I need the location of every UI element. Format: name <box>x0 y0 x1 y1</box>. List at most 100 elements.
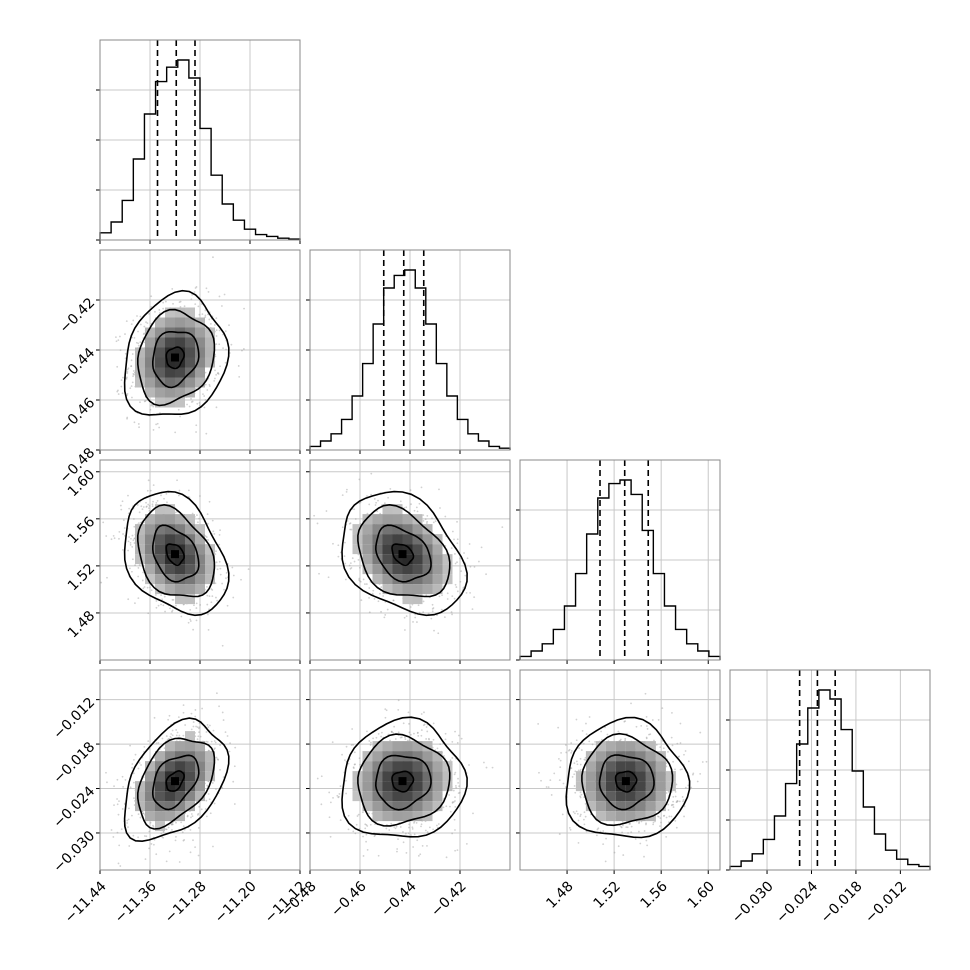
sample-point <box>167 738 170 740</box>
sample-point <box>208 798 211 801</box>
sample-point <box>432 738 435 741</box>
density-cell <box>392 741 403 752</box>
sample-point <box>178 734 181 737</box>
sample-point <box>208 385 211 388</box>
sample-point <box>201 707 204 710</box>
sample-point <box>443 616 446 618</box>
sample-point <box>171 829 173 831</box>
sample-point <box>187 489 190 492</box>
density-cell <box>165 504 175 515</box>
sample-point <box>316 522 319 525</box>
sample-point <box>205 740 208 743</box>
sample-point <box>394 738 397 740</box>
sample-point <box>460 737 463 740</box>
sample-point <box>194 387 197 390</box>
sample-point <box>149 821 152 824</box>
sample-point <box>209 323 212 325</box>
sample-point <box>120 508 123 511</box>
sample-point <box>399 736 402 739</box>
sample-point <box>491 766 494 769</box>
sample-point <box>160 603 162 606</box>
density-cell <box>185 574 195 585</box>
density-cell <box>432 574 443 585</box>
sample-point <box>207 313 209 316</box>
density-cell <box>362 544 373 555</box>
sample-point <box>155 594 157 596</box>
sample-point <box>408 722 410 725</box>
sample-point <box>420 729 423 731</box>
sample-point <box>213 740 216 742</box>
sample-point <box>186 403 188 406</box>
density-cell <box>175 554 185 565</box>
density-cell <box>145 514 155 525</box>
sample-point <box>126 392 129 395</box>
sample-point <box>364 823 367 826</box>
density-cell <box>195 377 205 388</box>
sample-point <box>196 402 199 405</box>
sample-point <box>137 423 140 425</box>
sample-point <box>302 824 304 826</box>
sample-point <box>189 620 192 622</box>
sample-point <box>413 732 415 735</box>
sample-point <box>212 729 215 732</box>
contour-line-0 <box>165 543 185 567</box>
sample-point <box>162 831 165 834</box>
sample-point <box>196 726 199 729</box>
sample-point <box>171 610 173 613</box>
sample-point <box>225 572 228 574</box>
density-cell <box>372 761 383 772</box>
sample-point <box>365 583 368 585</box>
sample-point <box>112 534 115 537</box>
sample-point <box>349 562 352 565</box>
sample-point <box>130 385 133 387</box>
histogram-panel-2 <box>516 459 721 664</box>
sample-point <box>420 713 423 715</box>
density-cell <box>175 514 185 525</box>
sample-point <box>171 598 174 601</box>
sample-point <box>347 814 350 817</box>
sample-point <box>222 347 224 349</box>
sample-point <box>131 558 134 561</box>
sample-point <box>360 599 363 602</box>
sample-point <box>207 793 210 795</box>
sample-point <box>221 644 224 647</box>
density-cell <box>155 367 165 378</box>
sample-point <box>192 628 195 631</box>
sample-point <box>362 855 365 857</box>
sample-point <box>444 732 447 735</box>
density-cell <box>392 504 403 515</box>
sample-point <box>132 518 135 520</box>
sample-point <box>177 494 180 497</box>
sample-point <box>190 813 193 815</box>
density-cell <box>402 534 413 545</box>
sample-point <box>425 726 428 728</box>
density-cell <box>175 544 185 555</box>
sample-point <box>116 365 119 368</box>
sample-point <box>211 519 214 522</box>
density-cell <box>195 574 205 585</box>
sample-point <box>409 733 412 736</box>
sample-point <box>171 734 174 737</box>
sample-point <box>327 576 330 579</box>
sample-point <box>199 735 202 738</box>
sample-point <box>329 835 332 838</box>
sample-point <box>100 581 103 584</box>
sample-point <box>349 528 351 531</box>
sample-point <box>402 722 405 725</box>
sample-point <box>374 504 377 506</box>
sample-point <box>124 779 127 781</box>
density-cell <box>205 327 215 338</box>
sample-point <box>358 579 360 581</box>
sample-point <box>408 731 411 734</box>
sample-point <box>207 726 210 729</box>
density-cell <box>362 791 373 802</box>
density-cell <box>432 564 443 575</box>
sample-point <box>341 753 343 756</box>
sample-point <box>415 506 418 509</box>
sample-point <box>171 288 174 290</box>
density-cell <box>412 594 423 605</box>
density-cell <box>372 741 383 752</box>
sample-point <box>211 589 214 591</box>
sample-point <box>345 490 348 493</box>
density-cell <box>185 594 195 605</box>
